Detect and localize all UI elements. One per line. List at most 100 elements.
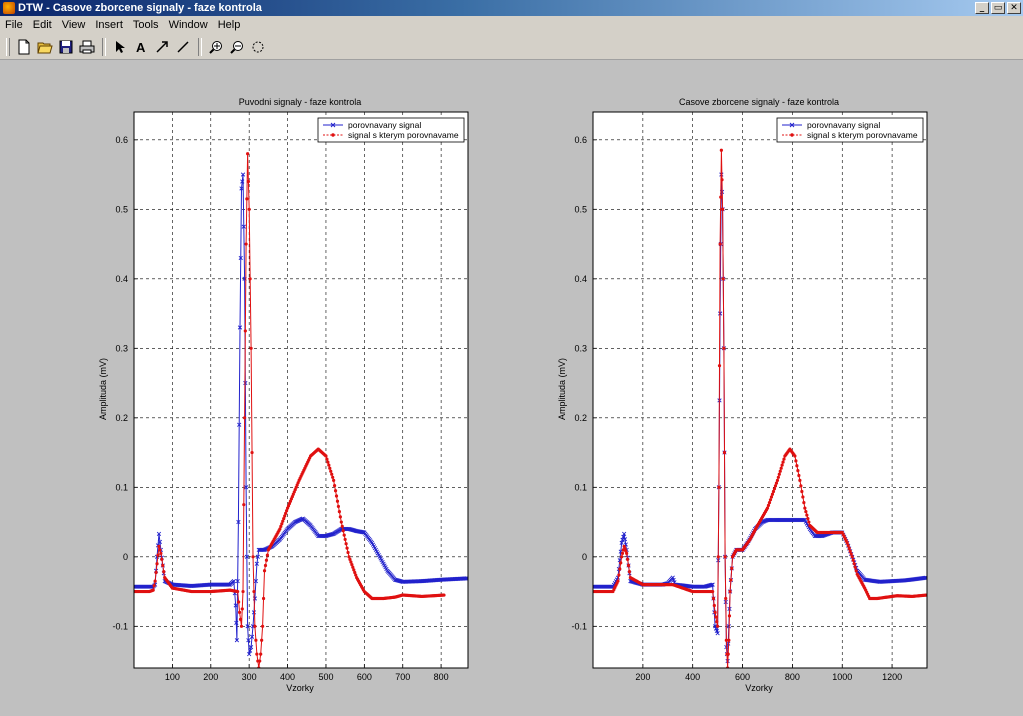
data-point-x: [251, 610, 257, 615]
data-point-dot: [778, 469, 782, 473]
x-tick-label: 300: [242, 672, 257, 682]
insert-arrow-button[interactable]: [152, 37, 172, 57]
data-point-dot: [767, 500, 772, 505]
data-point-dot: [247, 207, 251, 211]
data-point-dot: [717, 485, 721, 489]
series-group: [134, 152, 468, 668]
save-button[interactable]: [56, 37, 76, 57]
data-point-dot: [804, 510, 808, 514]
data-point-dot: [800, 489, 804, 494]
close-button[interactable]: ✕: [1007, 2, 1021, 14]
print-button[interactable]: [77, 37, 97, 57]
data-point-dot: [846, 544, 850, 548]
data-point-dot: [766, 503, 771, 507]
data-point-dot: [781, 460, 785, 464]
data-point-x: [622, 531, 627, 536]
axes-frame: [133, 111, 469, 669]
data-point-dot: [770, 492, 775, 496]
data-point-dot: [617, 573, 621, 577]
data-point-x: [246, 638, 251, 643]
x-tick-label: 700: [395, 672, 410, 682]
select-button[interactable]: [110, 37, 130, 57]
data-point-dot: [262, 569, 267, 573]
menu-help[interactable]: Help: [217, 19, 241, 31]
data-point-dot: [625, 557, 630, 562]
data-point-x: [248, 645, 254, 650]
data-point-dot: [236, 589, 240, 594]
menu-view[interactable]: View: [61, 19, 86, 31]
maximize-button[interactable]: ▭: [991, 2, 1005, 14]
open-button[interactable]: [35, 37, 55, 57]
plot-warped-signals: 200 400 600 800 1000 1200 -0.1 0 0.1 0.2 0.3 0.4 0.5…: [557, 97, 928, 693]
data-point-dot: [344, 542, 348, 546]
data-point-dot: [242, 416, 247, 420]
data-point-dot: [241, 589, 245, 594]
y-tick-label: 0: [582, 552, 587, 562]
zoom-out-button[interactable]: [227, 37, 247, 57]
menu-tools[interactable]: Tools: [132, 19, 159, 31]
data-point-dot: [340, 524, 344, 528]
insert-line-button[interactable]: [173, 37, 193, 57]
print-icon: [79, 40, 95, 53]
data-point-dot: [332, 478, 336, 482]
data-point-dot: [802, 500, 806, 505]
data-point-dot: [775, 478, 780, 482]
data-point-dot: [259, 652, 263, 656]
new-file-icon: [18, 39, 30, 54]
data-point-dot: [782, 457, 786, 461]
menu-insert[interactable]: Insert: [95, 19, 123, 31]
data-point-dot: [253, 624, 257, 628]
x-tick-label: 1200: [882, 672, 902, 682]
data-point-dot: [336, 504, 341, 509]
data-point-dot: [341, 529, 345, 533]
data-point-dot: [260, 638, 264, 642]
select-arrow-icon: [116, 40, 125, 53]
data-point-dot: [354, 573, 358, 577]
data-point-dot: [351, 565, 355, 569]
data-point-dot: [153, 579, 157, 583]
data-point-dot: [720, 178, 724, 182]
zoom-in-button[interactable]: [206, 37, 226, 57]
menu-file[interactable]: File: [5, 19, 23, 31]
data-point-dot: [261, 624, 265, 628]
data-point-dot: [238, 617, 243, 621]
data-point-x: [238, 255, 243, 261]
data-point-dot: [242, 503, 246, 507]
y-tick-label: 0.6: [115, 135, 128, 145]
data-point-dot: [353, 570, 357, 575]
data-point-dot: [727, 638, 731, 642]
data-point-dot: [721, 277, 725, 281]
x-tick-label: 100: [165, 672, 180, 682]
data-point-dot: [779, 466, 783, 470]
data-point-dot: [620, 551, 625, 555]
data-point-dot: [159, 551, 163, 555]
data-point-dot: [801, 495, 805, 499]
data-point-dot: [627, 569, 632, 574]
x-tick-label: 600: [735, 672, 750, 682]
data-point-dot: [776, 475, 780, 479]
data-point-dot: [333, 489, 338, 493]
data-point-dot: [327, 463, 331, 467]
data-point-x: [715, 631, 720, 636]
data-point-dot: [727, 614, 732, 618]
data-point-dot: [803, 506, 807, 510]
data-point-dot: [794, 459, 798, 463]
axes-background: [593, 112, 927, 668]
menu-edit[interactable]: Edit: [32, 19, 52, 31]
data-point-dot: [352, 568, 356, 572]
data-point-dot: [769, 495, 774, 499]
data-point-x: [709, 582, 714, 587]
data-point-dot: [798, 478, 802, 482]
new-file-button[interactable]: [14, 37, 34, 57]
minimize-button[interactable]: _: [975, 2, 989, 14]
data-point-dot: [239, 624, 244, 628]
rotate-3d-icon: [252, 41, 264, 52]
x-tick-label: 400: [685, 672, 700, 682]
insert-text-button[interactable]: A: [131, 37, 151, 57]
menu-window[interactable]: Window: [168, 19, 208, 31]
data-point-x: [234, 638, 240, 643]
data-point-dot: [244, 242, 248, 246]
rotate-3d-button[interactable]: [248, 37, 268, 57]
data-point-dot: [325, 457, 329, 461]
y-tick-label: -0.1: [112, 621, 128, 631]
